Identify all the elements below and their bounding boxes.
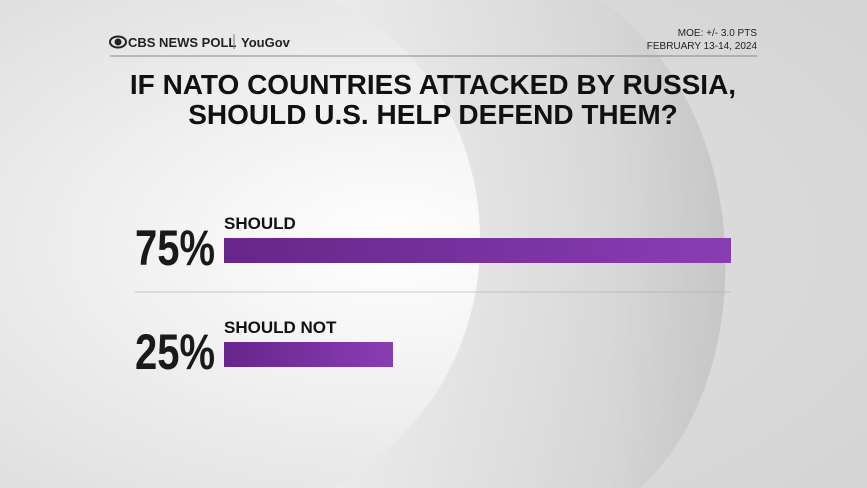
background-swoosh — [600, 0, 867, 488]
category-label: SHOULD — [224, 214, 296, 233]
value-label: 25% — [135, 324, 215, 380]
partner: YouGov — [241, 35, 291, 50]
chart-title: IF NATO COUNTRIES ATTACKED BY RUSSIA, — [130, 69, 736, 100]
bar-shade — [224, 238, 731, 263]
brand: CBS NEWS POLL — [128, 35, 236, 50]
category-label: SHOULD NOT — [224, 318, 337, 337]
moe: MOE: +/- 3.0 PTS — [678, 28, 758, 39]
dates: FEBRUARY 13-14, 2024 — [647, 41, 758, 52]
cbs-eye — [109, 35, 127, 49]
value-label: 75% — [135, 220, 215, 276]
bar-shade — [224, 342, 393, 367]
chart-title: SHOULD U.S. HELP DEFEND THEM? — [188, 99, 678, 130]
